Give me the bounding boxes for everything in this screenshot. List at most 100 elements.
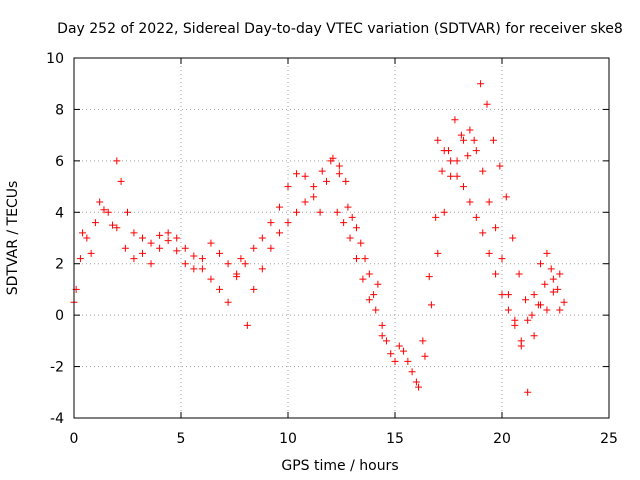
data-point [395,342,403,350]
data-point [515,270,523,278]
data-point [415,383,423,391]
data-point [233,273,241,281]
data-point [432,213,440,221]
data-point [359,275,367,283]
x-tick-label: 5 [177,431,186,447]
data-point [190,252,198,260]
data-point [147,260,155,268]
data-point [498,291,506,299]
data-point [549,275,557,283]
data-point [109,221,117,229]
data-point [549,288,557,296]
data-point [130,229,138,237]
data-point [301,172,309,180]
axis-ticks: 0 5 10 15 20 25 -4 -2 0 2 4 6 8 10 [46,51,618,447]
data-point [207,239,215,247]
data-point [440,208,448,216]
data-point [275,203,283,211]
data-point [113,157,121,165]
data-point [541,280,549,288]
data-point [530,291,538,299]
data-point [504,291,512,299]
data-point [333,208,341,216]
chart-title: Day 252 of 2022, Sidereal Day-to-day VTE… [57,21,623,37]
data-point [509,234,517,242]
data-point [421,352,429,360]
data-point [434,136,442,144]
y-tick-label: 4 [55,205,64,221]
data-point [492,270,500,278]
data-point [113,224,121,232]
data-point [400,347,408,355]
data-point [372,306,380,314]
data-point [419,337,427,345]
data-point [216,285,224,293]
data-point [138,234,146,242]
y-tick-label: 10 [46,51,64,67]
data-point [156,231,164,239]
data-point [524,316,532,324]
series-track-b [72,126,564,391]
y-axis-label: SDTVAR / TECUs [5,181,21,296]
data-point [504,306,512,314]
data-point [472,213,480,221]
data-point [378,332,386,340]
data-point [329,154,337,162]
data-point [412,378,420,386]
data-point [447,172,455,180]
data-point [451,116,459,124]
data-point [365,270,373,278]
data-point [440,147,448,155]
data-point [104,208,112,216]
data-point [284,183,292,191]
data-point [378,321,386,329]
data-point [382,337,390,345]
data-point [130,255,138,263]
data-point [121,244,129,252]
data-point [117,177,125,185]
data-point [83,234,91,242]
data-point [164,229,172,237]
data-point [323,177,331,185]
data-point [556,306,564,314]
data-markers [70,80,568,396]
data-point [348,213,356,221]
data-point [387,350,395,358]
data-point [470,136,478,144]
data-point [301,198,309,206]
data-point [524,388,532,396]
x-tick-label: 25 [600,431,618,447]
data-point [479,167,487,175]
data-point [198,255,206,263]
data-point [284,219,292,227]
data-point [258,265,266,273]
data-point [408,368,416,376]
data-point [243,321,251,329]
data-point [466,198,474,206]
data-point [528,311,536,319]
data-point [498,255,506,263]
data-point [485,249,493,257]
data-point [164,237,172,245]
data-point [250,244,258,252]
data-point [457,131,465,139]
data-point [224,298,232,306]
y-tick-label: 8 [55,102,64,118]
data-point [554,285,562,293]
data-point [489,136,497,144]
y-tick-label: -2 [50,360,64,376]
data-point [138,249,146,257]
data-point [466,126,474,134]
data-point [310,193,318,201]
data-point [352,255,360,263]
data-point [374,280,382,288]
data-point [352,224,360,232]
data-point [453,172,461,180]
data-point [502,193,510,201]
data-point [492,224,500,232]
data-point [370,291,378,299]
data-point [335,170,343,178]
data-point [496,162,504,170]
data-point [464,152,472,160]
